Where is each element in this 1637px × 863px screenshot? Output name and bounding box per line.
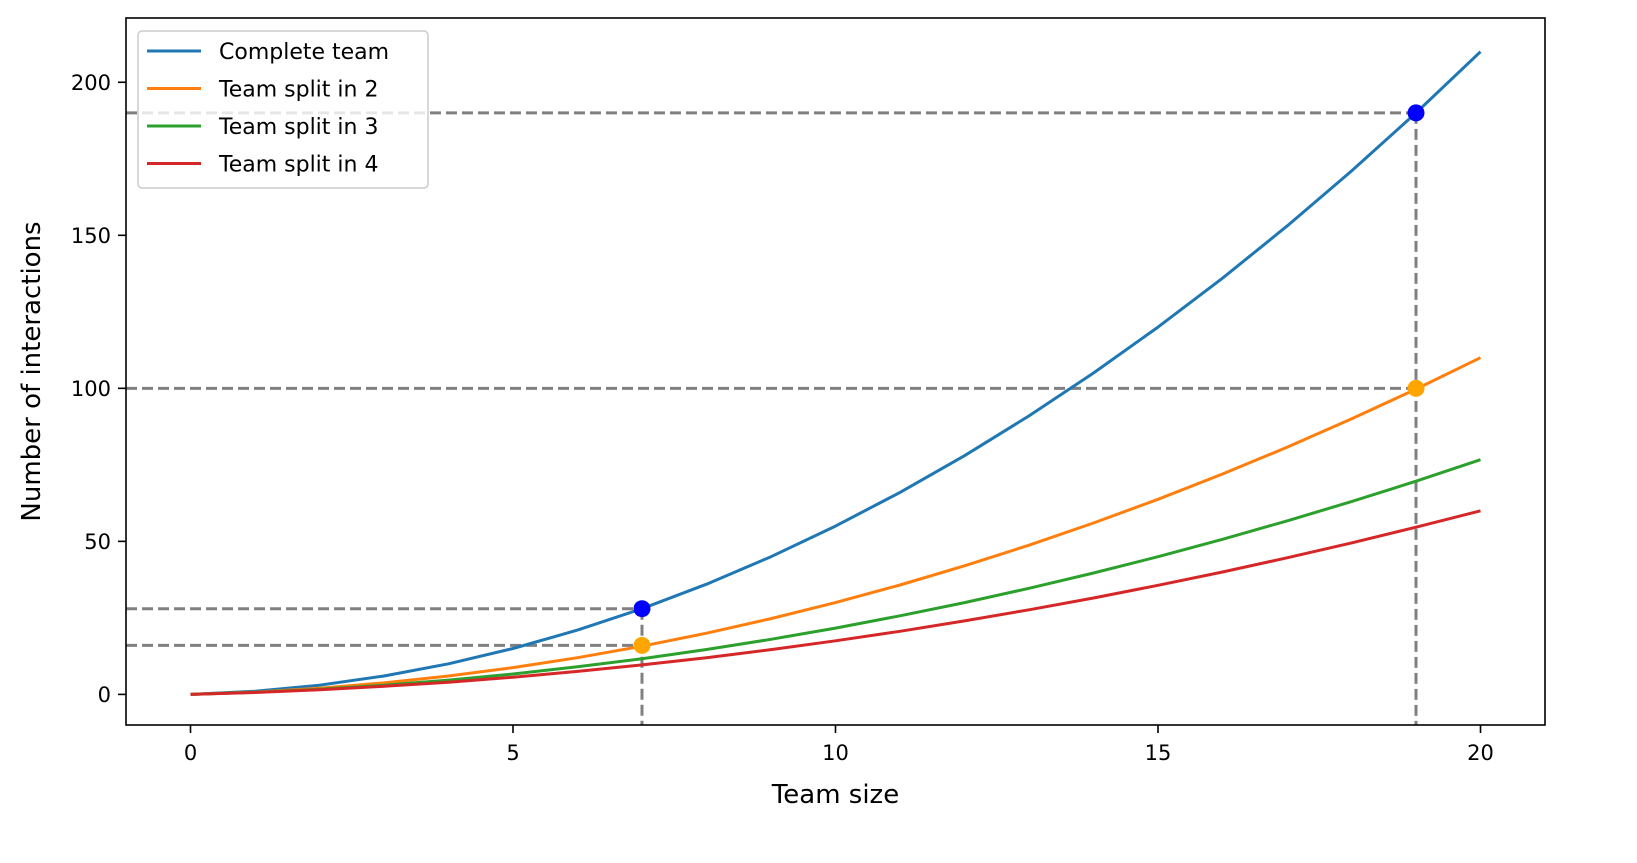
highlight-marker xyxy=(1407,104,1425,122)
x-axis-ticks: 0 5 10 15 20 xyxy=(184,725,1494,765)
x-tick-label: 5 xyxy=(506,741,519,765)
legend-entry-label: Complete team xyxy=(219,40,389,65)
legend-entry-label: Team split in 2 xyxy=(218,78,378,103)
y-tick-label: 50 xyxy=(84,530,111,554)
highlight-markers xyxy=(633,104,1425,654)
y-tick-label: 200 xyxy=(71,71,111,95)
y-axis-label: Number of interactions xyxy=(17,221,47,521)
x-tick-label: 15 xyxy=(1145,741,1172,765)
x-tick-label: 0 xyxy=(184,741,197,765)
x-axis-label: Team size xyxy=(771,780,899,810)
legend-entry-label: Team split in 3 xyxy=(218,115,378,140)
highlight-marker xyxy=(1407,379,1425,397)
x-tick-label: 20 xyxy=(1467,741,1494,765)
y-tick-label: 0 xyxy=(98,683,111,707)
series-line-1 xyxy=(190,50,1482,696)
x-tick-label: 10 xyxy=(822,741,849,765)
y-axis-ticks: 0 50 100 150 200 xyxy=(71,71,126,707)
series-line-4 xyxy=(190,509,1481,696)
series-lines xyxy=(190,50,1482,696)
legend-box xyxy=(137,30,429,189)
y-tick-label: 100 xyxy=(71,377,111,401)
legend-entry-label: Team split in 4 xyxy=(218,153,378,178)
highlight-marker xyxy=(633,600,651,618)
highlight-marker xyxy=(633,636,651,654)
legend: Complete team Team split in 2 Team split i… xyxy=(137,30,429,189)
series-line-2 xyxy=(190,356,1482,696)
y-tick-label: 150 xyxy=(71,224,111,248)
